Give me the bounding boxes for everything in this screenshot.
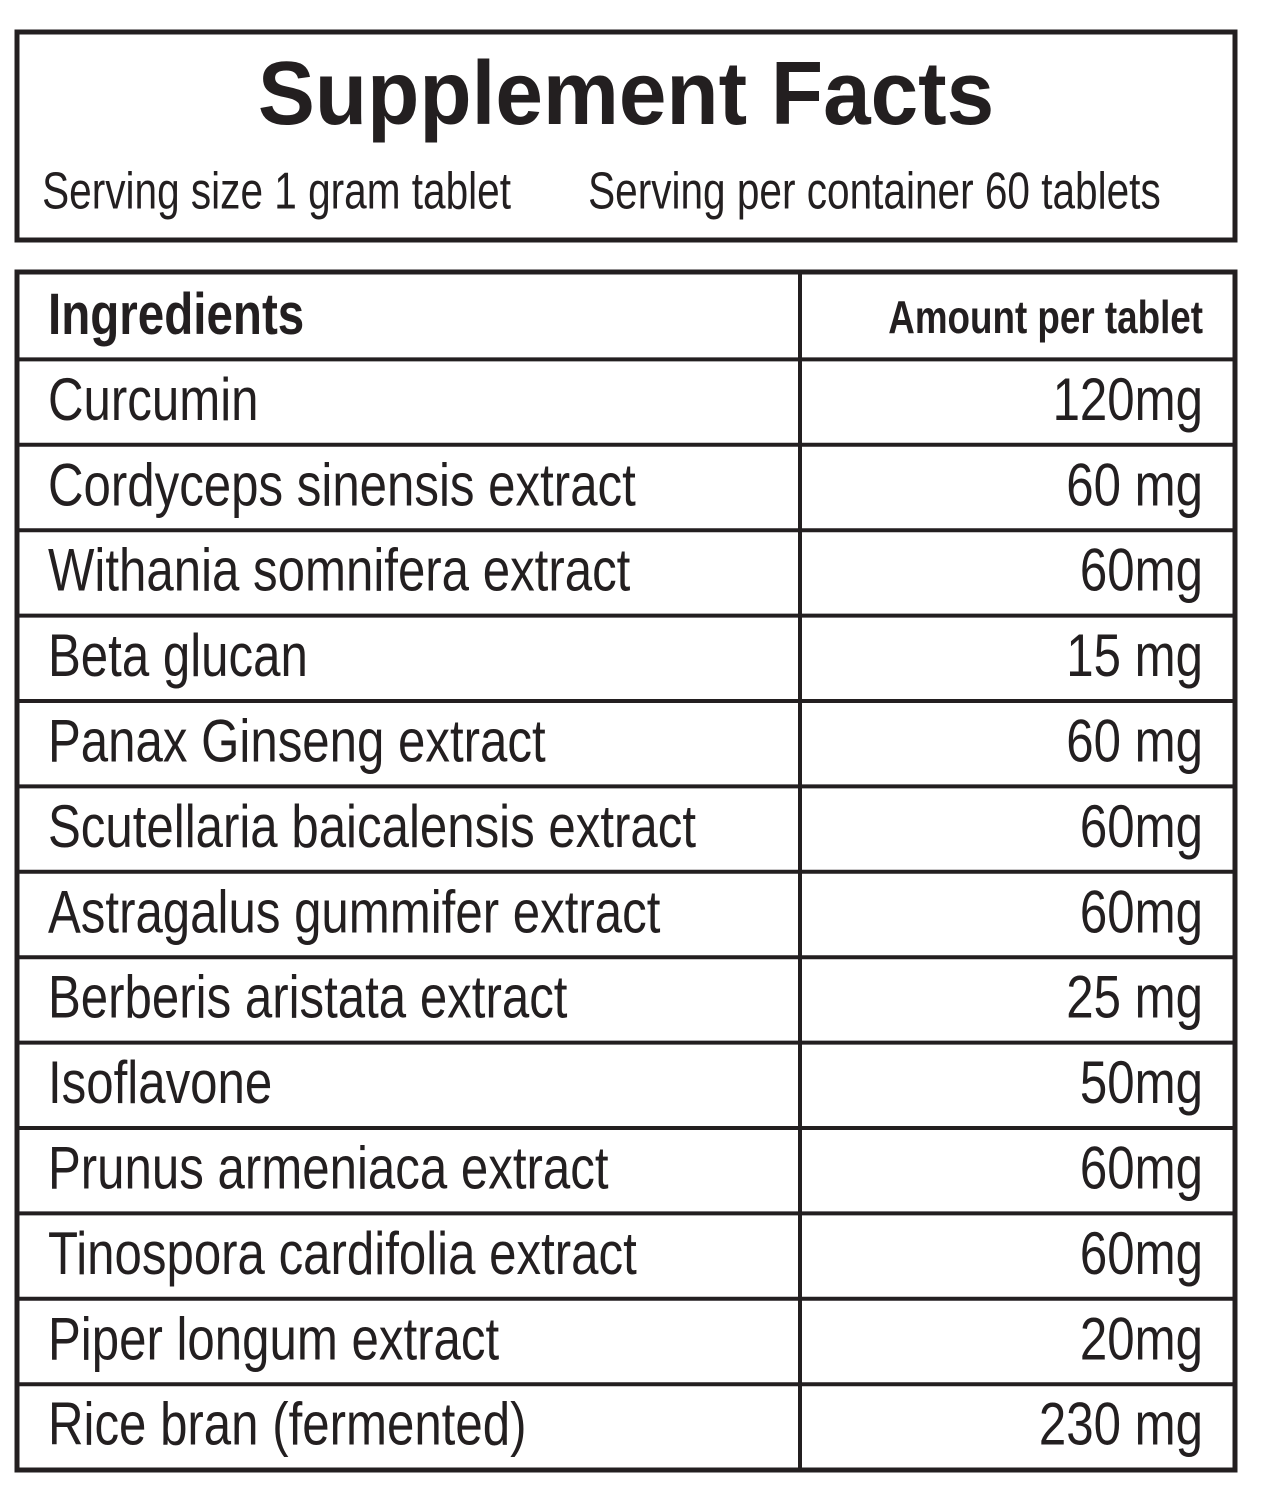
column-header: Ingredients (48, 283, 304, 348)
ingredient-name: Berberis aristata extract (48, 963, 567, 1031)
ingredient-amount: 230 mg (1039, 1390, 1203, 1458)
ingredient-name: Astragalus gummifer extract (48, 878, 660, 946)
ingredient-name: Beta glucan (48, 621, 308, 689)
ingredient-name: Withania somnifera extract (48, 536, 630, 604)
ingredient-amount: 60mg (1080, 792, 1203, 860)
ingredient-amount: 15 mg (1066, 621, 1203, 689)
ingredient-name: Piper longum extract (48, 1305, 499, 1373)
servings-per-container: Serving per container 60 tablets (588, 162, 1161, 220)
ingredient-name: Scutellaria baicalensis extract (48, 792, 696, 860)
ingredient-amount: 25 mg (1066, 963, 1203, 1031)
ingredient-amount: 60 mg (1066, 451, 1203, 519)
ingredient-name: Isoflavone (48, 1048, 272, 1116)
ingredient-name: Cordyceps sinensis extract (48, 451, 636, 519)
column-header: Amount per tablet (888, 291, 1203, 343)
ingredient-amount: 50mg (1080, 1048, 1203, 1116)
title: Supplement Facts (258, 43, 994, 143)
ingredient-name: Tinospora cardifolia extract (48, 1219, 637, 1287)
header-box (14, 29, 1238, 243)
serving-size: Serving size 1 gram tablet (42, 162, 511, 220)
ingredient-amount: 60mg (1080, 536, 1203, 604)
ingredient-amount: 60mg (1080, 1219, 1203, 1287)
ingredient-name: Panax Ginseng extract (48, 707, 546, 775)
ingredient-amount: 120mg (1053, 365, 1203, 433)
ingredient-name: Curcumin (48, 365, 258, 433)
ingredient-amount: 60mg (1080, 878, 1203, 946)
ingredients-table: Ingredients Amount per tablet Curcumin 120m… (17, 283, 1235, 1458)
ingredient-name: Rice bran (fermented) (48, 1390, 526, 1458)
ingredient-name: Prunus armeniaca extract (48, 1134, 609, 1202)
ingredient-amount: 60mg (1080, 1134, 1203, 1202)
ingredient-amount: 60 mg (1066, 707, 1203, 775)
ingredient-amount: 20mg (1080, 1305, 1203, 1373)
